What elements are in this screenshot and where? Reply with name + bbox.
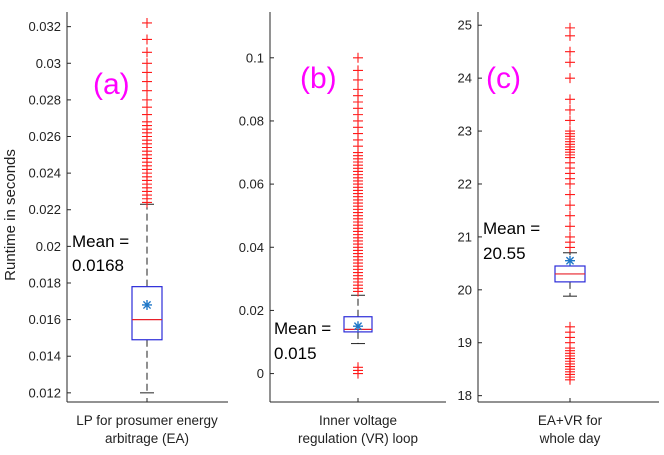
y-tick-label-c: 18 [458, 388, 472, 403]
x-axis-label-c-line2: whole day [539, 431, 601, 446]
panel-label-a: (a) [93, 68, 130, 101]
y-tick-label-b: 0.02 [239, 303, 264, 318]
y-tick-label-c: 21 [458, 229, 472, 244]
y-tick-label-a: 0.03 [36, 56, 61, 71]
x-axis-label-c-line1: EA+VR for [538, 413, 603, 428]
box-a [131, 286, 163, 341]
y-tick-label-a: 0.02 [36, 239, 61, 254]
outlier-marker-a [142, 94, 152, 105]
outlier-marker-c [565, 221, 575, 232]
y-tick-label-c: 22 [458, 176, 472, 191]
outlier-marker-b [353, 65, 363, 76]
outlier-marker-c [565, 104, 575, 115]
mean-annotation-a-line1: Mean = [72, 232, 129, 251]
y-tick-label-b: 0.06 [239, 177, 264, 192]
outlier-marker-b [353, 52, 363, 63]
outlier-marker-a [142, 85, 152, 96]
outlier-marker-a [142, 58, 152, 69]
y-tick-label-b: 0.04 [239, 240, 264, 255]
outlier-marker-c [565, 210, 575, 221]
x-axis-label-a-line2: arbitrage (EA) [105, 431, 189, 446]
outlier-marker-c [565, 22, 575, 33]
mean-annotation-a-line2: 0.0168 [72, 256, 124, 275]
y-tick-label-c: 19 [458, 335, 472, 350]
outlier-marker-c [565, 189, 575, 200]
panel-c: (c) Mean = 20.55 EA+VR for whole day 18 1… [458, 12, 659, 446]
y-tick-label-a: 0.018 [28, 275, 61, 290]
outlier-marker-c [565, 231, 575, 242]
y-tick-label-b: 0.1 [246, 50, 264, 65]
mean-marker-b [353, 321, 363, 332]
y-tick-label-a: 0.014 [28, 349, 61, 364]
outlier-marker-b [353, 74, 363, 85]
panel-a: Runtime in seconds (a) Mean = 0.0168 LP … [2, 12, 228, 446]
y-tick-label-c: 20 [458, 282, 472, 297]
mean-annotation-b-line2: 0.015 [274, 344, 317, 363]
y-tick-label-a: 0.016 [28, 312, 61, 327]
y-tick-label-c: 25 [458, 18, 472, 33]
y-tick-label-a: 0.026 [28, 129, 61, 144]
outlier-marker-b [353, 84, 363, 95]
outlier-marker-c [565, 321, 575, 332]
mean-annotation-c-line1: Mean = [483, 219, 540, 238]
y-tick-label-a: 0.022 [28, 202, 61, 217]
outlier-marker-a [142, 76, 152, 87]
outlier-marker-c [565, 73, 575, 84]
outlier-marker-c [565, 126, 575, 137]
x-axis-label-a-line1: LP for prosumer energy [76, 413, 218, 428]
outlier-marker-a [142, 67, 152, 78]
y-tick-label-c: 23 [458, 124, 472, 139]
outlier-marker-c [565, 46, 575, 57]
panel-b: (b) Mean = 0.015 Inner voltage regulatio… [239, 12, 446, 446]
outlier-marker-c [565, 94, 575, 105]
outlier-marker-c [565, 200, 575, 211]
y-tick-label-a: 0.028 [28, 92, 61, 107]
x-axis-label-b-line1: Inner voltage [319, 413, 397, 428]
outlier-marker-a [142, 17, 152, 28]
y-tick-label-c: 24 [458, 71, 472, 86]
outlier-marker-b [353, 362, 363, 373]
outlier-marker-c [565, 115, 575, 126]
y-tick-label-a: 0.024 [28, 166, 61, 181]
outlier-marker-a [142, 47, 152, 58]
x-axis-label-b-line2: regulation (VR) loop [298, 431, 418, 446]
panel-label-b: (b) [300, 62, 337, 95]
y-tick-label-b: 0.08 [239, 113, 264, 128]
mean-annotation-c-line2: 20.55 [483, 244, 526, 263]
y-tick-label-a: 0.032 [28, 19, 61, 34]
outlier-marker-a [142, 34, 152, 45]
y-axis-label: Runtime in seconds [2, 149, 19, 281]
mean-annotation-b-line1: Mean = [274, 319, 331, 338]
y-tick-label-b: 0 [257, 366, 264, 381]
y-tick-label-a: 0.012 [28, 385, 61, 400]
mean-marker-c [565, 255, 575, 266]
panel-label-c: (c) [486, 62, 521, 95]
mean-marker-a [142, 299, 152, 310]
outlier-marker-c [565, 57, 575, 68]
